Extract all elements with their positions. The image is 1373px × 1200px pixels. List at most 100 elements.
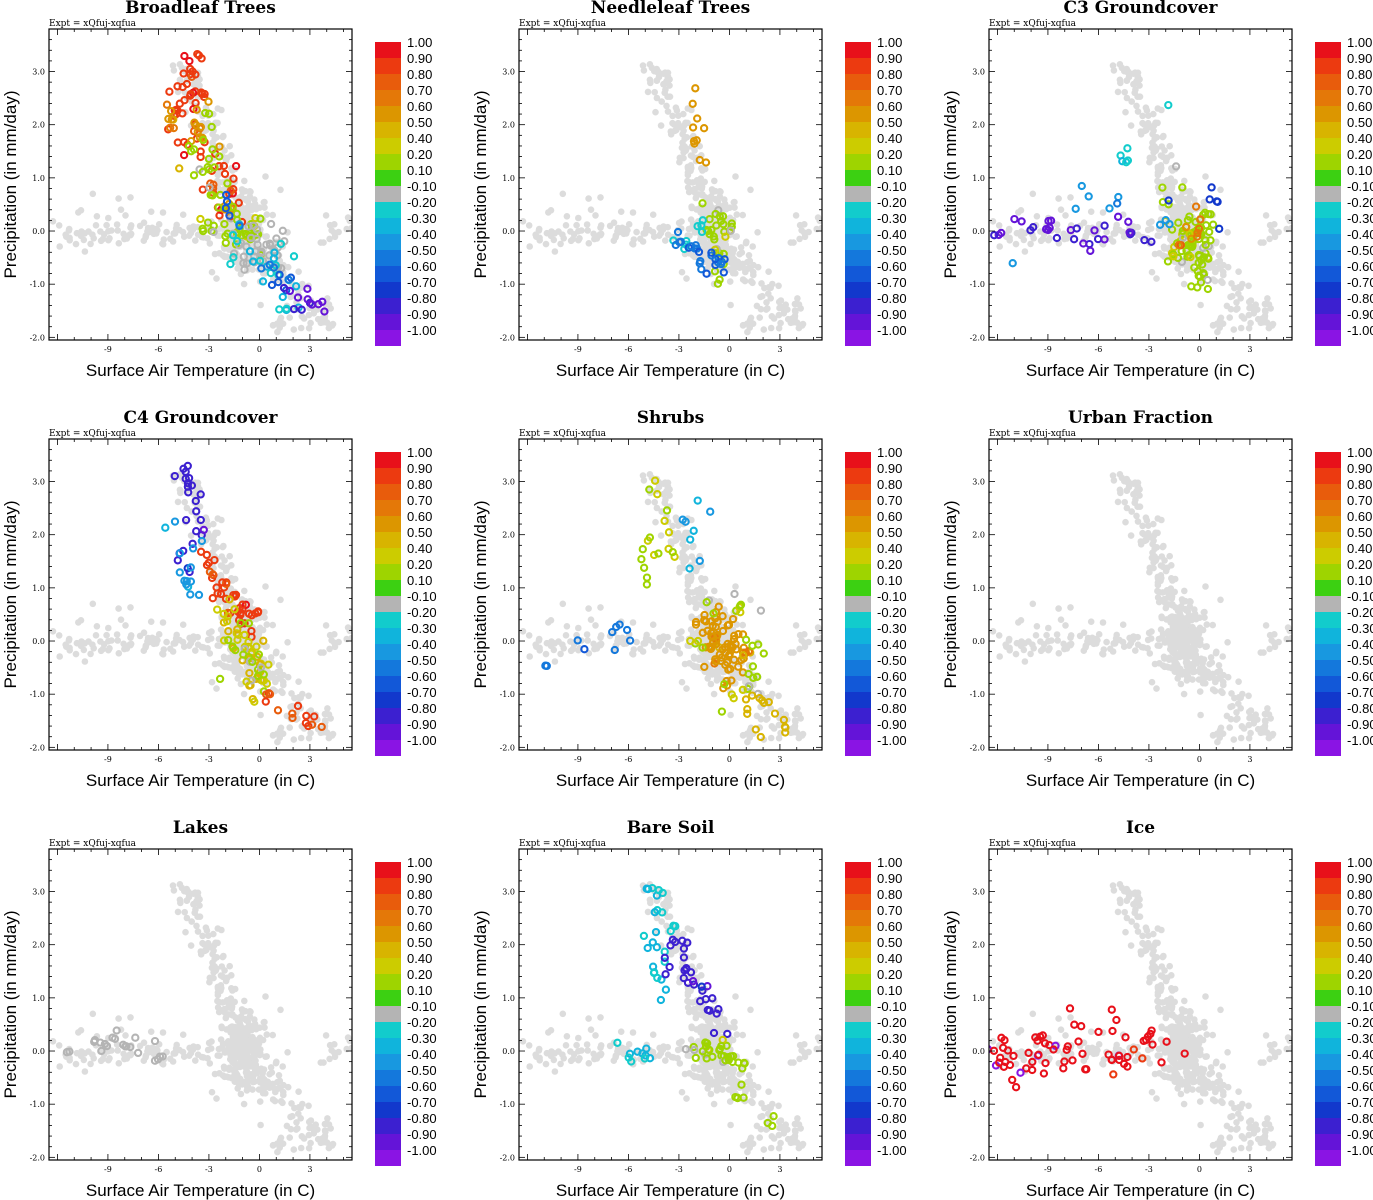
colorbar-label: 1.00 <box>1347 35 1372 50</box>
scatter-point-background <box>56 243 63 250</box>
scatter-point-background <box>1163 587 1171 594</box>
colorbar-label: 1.00 <box>407 35 432 50</box>
scatter-point-background <box>744 265 752 273</box>
colorbar-segment <box>375 644 401 660</box>
scatter-point-background <box>1149 139 1156 146</box>
scatter-point-background <box>1156 232 1163 239</box>
scatter-point-background <box>1209 621 1216 629</box>
scatter-point-background <box>262 173 269 180</box>
scatter-point-background <box>658 98 665 105</box>
scatter-point <box>185 567 194 577</box>
scatter-point-background <box>1113 631 1120 639</box>
colorbar-segment <box>375 532 401 548</box>
scatter-point-background <box>1212 649 1220 657</box>
scatter-point-background <box>765 678 772 685</box>
scatter-point-background <box>1262 212 1270 219</box>
scatter-point-background <box>770 725 778 732</box>
colorbar-segment <box>375 250 401 266</box>
scatter-point <box>1008 259 1017 268</box>
colorbar-label: -0.60 <box>407 259 437 274</box>
colorbar-label: -1.00 <box>1347 323 1373 338</box>
scatter-point-background <box>81 248 89 255</box>
scatter-point-background <box>159 619 167 626</box>
scatter-point <box>721 232 730 241</box>
colorbar-label: -0.40 <box>1347 227 1373 242</box>
scatter-point-background <box>1227 305 1235 313</box>
scatter-point-background <box>739 211 746 219</box>
scatter-point-background <box>179 211 187 218</box>
scatter-point-background <box>1203 621 1211 628</box>
scatter-point-background <box>260 199 268 206</box>
scatter-point-background <box>1144 645 1151 652</box>
scatter-point-background <box>584 637 591 644</box>
scatter-point <box>730 631 739 640</box>
scatter-point-background <box>995 632 1003 639</box>
scatter-point-background <box>1268 637 1275 644</box>
scatter-point-background <box>210 520 217 528</box>
scatter-point <box>221 238 230 248</box>
scatter-point-background <box>1286 627 1292 635</box>
scatter-point-background <box>691 147 698 154</box>
scatter-point-background <box>1214 328 1221 336</box>
scatter-point-background <box>1054 637 1061 644</box>
scatter-point <box>188 544 198 553</box>
scatter-point-background <box>678 268 686 276</box>
scatter-point <box>717 216 726 226</box>
colorbar-segment <box>375 106 401 122</box>
scatter-point-background <box>739 621 746 629</box>
scatter-point-background <box>1191 610 1199 618</box>
scatter-point-background <box>1247 729 1254 737</box>
scatter-point-background <box>1195 676 1203 683</box>
scatter-point <box>688 99 697 108</box>
scatter-point <box>191 496 200 506</box>
scatter-point <box>1203 284 1213 294</box>
scatter-point-background <box>1121 88 1128 96</box>
colorbar-label: -0.40 <box>407 227 437 242</box>
colorbar-segment <box>375 660 401 676</box>
scatter-point-background <box>155 631 163 638</box>
scatter-point-background <box>707 680 715 688</box>
scatter-point <box>1190 263 1199 272</box>
scatter-point-background <box>702 650 710 658</box>
scatter-point-background <box>1217 596 1224 604</box>
colorbar-label: -0.30 <box>877 211 907 226</box>
scatter-point-background <box>1261 710 1269 718</box>
scatter-point-background <box>146 228 153 236</box>
scatter-point-background <box>108 637 115 644</box>
scatter-point-background <box>764 305 771 312</box>
scatter-point <box>222 579 231 589</box>
scatter-point <box>289 252 299 261</box>
scatter-point <box>225 595 234 604</box>
y-tick-label: 1.0 <box>32 174 45 183</box>
scatter-point-background <box>557 240 564 248</box>
scatter-point-background <box>791 728 798 736</box>
scatter-point-background <box>127 604 134 611</box>
scatter-point <box>240 630 249 640</box>
scatter-point-background <box>1033 623 1041 630</box>
scatter-point <box>707 248 716 257</box>
scatter-point-background <box>792 212 800 219</box>
scatter-point-background <box>1067 194 1074 201</box>
y-tick-label: 1.0 <box>502 584 515 593</box>
scatter-point-background <box>660 80 668 88</box>
scatter-point-background <box>1264 295 1271 302</box>
scatter-point-background <box>679 549 686 556</box>
scatter-point-background <box>733 621 741 628</box>
scatter-point <box>275 305 284 314</box>
scatter-point <box>693 636 703 646</box>
colorbar-segment <box>845 484 871 500</box>
panel-title: Broadleaf Trees <box>125 0 276 18</box>
scatter-point-background <box>1266 631 1274 639</box>
scatter-point-background <box>257 301 264 309</box>
scatter-point-background <box>1082 644 1089 651</box>
colorbar-segment <box>845 330 871 346</box>
scatter-point-background <box>798 637 805 644</box>
scatter-point-background <box>649 228 657 236</box>
scatter-point <box>693 222 702 231</box>
scatter-point-background <box>185 232 193 239</box>
scatter-point-background <box>275 662 283 669</box>
scatter-point-background <box>1148 628 1155 635</box>
colorbar-segment <box>845 266 871 282</box>
scatter-point-background <box>238 186 246 193</box>
